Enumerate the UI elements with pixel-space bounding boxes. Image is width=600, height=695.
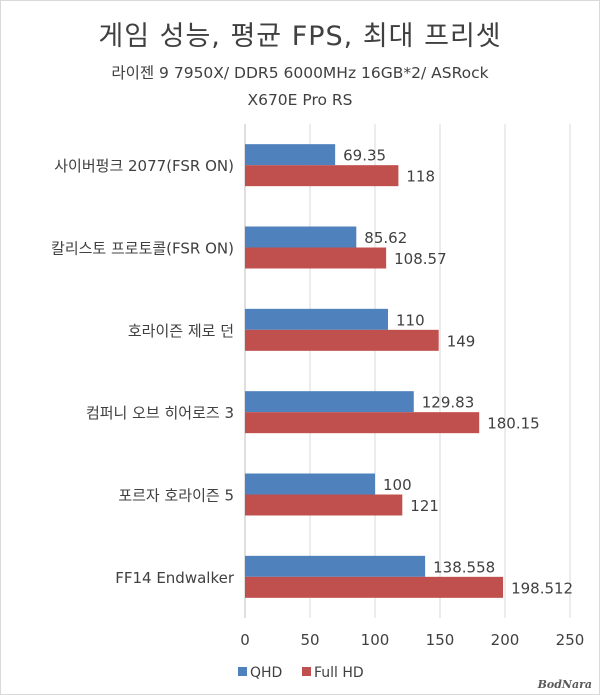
chart-title: 게임 성능, 평균 FPS, 최대 프리셋 bbox=[98, 21, 502, 52]
x-tick-label: 250 bbox=[556, 631, 585, 649]
bar-fullhd bbox=[245, 165, 399, 187]
category-label: 포르자 호라이즌 5 bbox=[118, 487, 234, 505]
data-label: 85.62 bbox=[364, 229, 407, 247]
x-tick-label: 200 bbox=[491, 631, 520, 649]
data-label: 100 bbox=[383, 476, 412, 494]
data-label: 118 bbox=[406, 168, 435, 186]
bar-qhd bbox=[245, 555, 426, 577]
bar-fullhd bbox=[245, 576, 504, 598]
x-tick-label: 150 bbox=[426, 631, 455, 649]
bar-qhd bbox=[245, 473, 375, 495]
data-label: 108.57 bbox=[394, 250, 447, 268]
legend-label-qhd: QHD bbox=[250, 665, 282, 681]
data-label: 121 bbox=[410, 497, 439, 515]
category-label: 호라이즌 제로 던 bbox=[128, 322, 234, 340]
bar-qhd bbox=[245, 226, 357, 248]
category-label: 컴퍼니 오브 히어로즈 3 bbox=[86, 404, 234, 422]
bar-fullhd bbox=[245, 412, 480, 434]
x-tick-label: 100 bbox=[361, 631, 390, 649]
bar-qhd bbox=[245, 144, 336, 166]
legend-label-fullhd: Full HD bbox=[314, 665, 364, 681]
category-label: 칼리스토 프로토콜(FSR ON) bbox=[51, 240, 234, 258]
legend-swatch-fullhd bbox=[302, 667, 311, 676]
bar-fullhd bbox=[245, 329, 439, 351]
data-label: 110 bbox=[396, 311, 425, 329]
legend-swatch-qhd bbox=[238, 667, 247, 676]
x-tick-label: 50 bbox=[300, 631, 319, 649]
data-label: 180.15 bbox=[487, 415, 540, 433]
category-label: FF14 Endwalker bbox=[115, 569, 235, 587]
data-label: 138.558 bbox=[433, 558, 495, 576]
bar-qhd bbox=[245, 308, 388, 330]
x-tick-label: 0 bbox=[240, 631, 250, 649]
data-label: 198.512 bbox=[511, 579, 573, 597]
bar-qhd bbox=[245, 391, 414, 413]
data-label: 129.83 bbox=[422, 394, 475, 412]
data-label: 149 bbox=[447, 332, 476, 350]
bar-fullhd bbox=[245, 247, 387, 269]
bodnara-logo: BodNara bbox=[537, 678, 592, 691]
bar-fullhd bbox=[245, 494, 403, 516]
category-label: 사이버펑크 2077(FSR ON) bbox=[54, 157, 234, 175]
subtitle-line-2: X670E Pro RS bbox=[247, 91, 353, 109]
chart-subtitle: 라이젠 9 7950X/ DDR5 6000MHz 16GB*2/ ASRock… bbox=[40, 60, 560, 114]
data-label: 69.35 bbox=[343, 147, 386, 165]
subtitle-line-1: 라이젠 9 7950X/ DDR5 6000MHz 16GB*2/ ASRock bbox=[111, 64, 489, 82]
